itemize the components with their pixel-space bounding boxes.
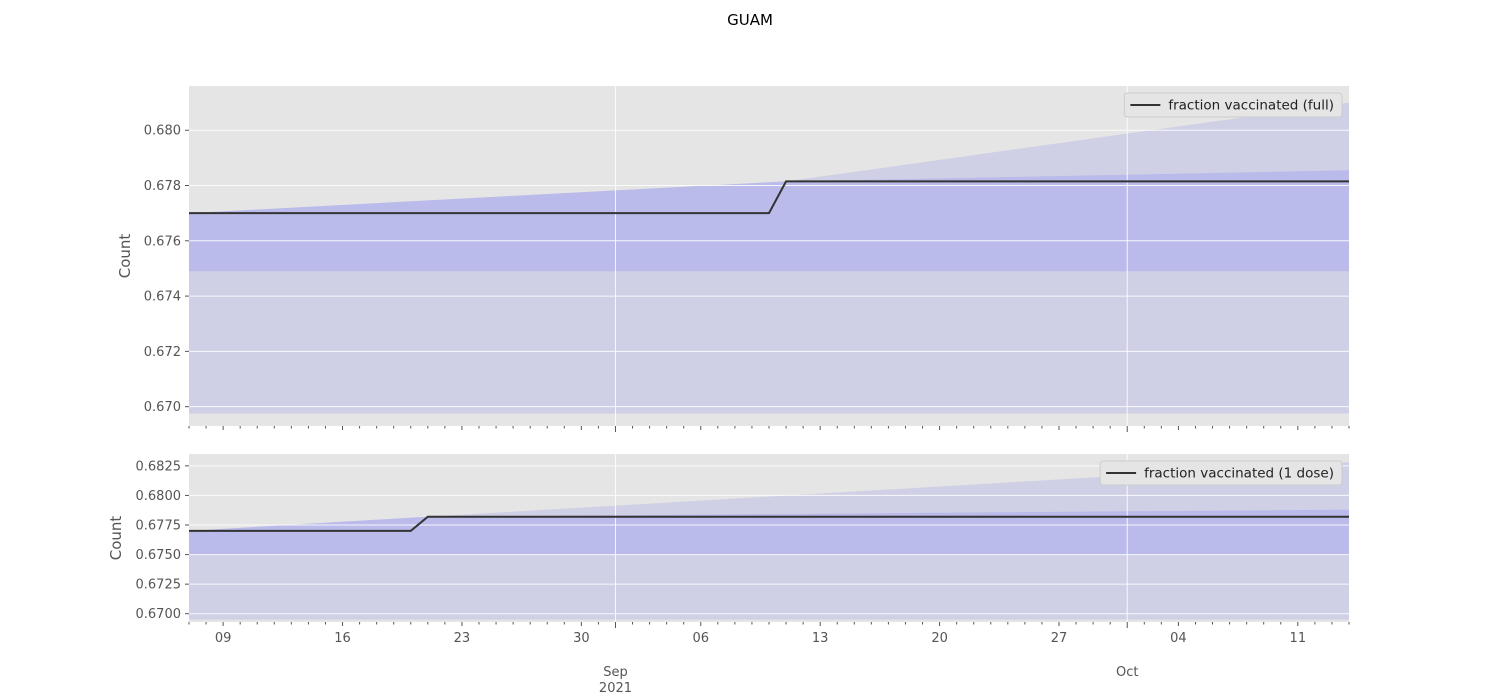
x-tick-label: 20 — [931, 631, 948, 646]
x-tick-label: 27 — [1051, 631, 1068, 646]
y-axis-label: Count — [107, 516, 125, 561]
y-tick-label: 0.6775 — [136, 518, 182, 533]
y-tick-label: 0.670 — [144, 400, 181, 415]
legend-label: fraction vaccinated (1 dose) — [1144, 466, 1334, 482]
y-tick-label: 0.680 — [144, 124, 181, 139]
legend: fraction vaccinated (full) — [1123, 92, 1343, 118]
x-tick-label: 06 — [692, 631, 709, 646]
y-tick-label: 0.672 — [144, 345, 181, 360]
x-major-tick-label: Sep — [603, 665, 628, 680]
x-tick-label: 09 — [215, 631, 232, 646]
y-tick-label: 0.6700 — [136, 607, 182, 622]
y-tick-label: 0.678 — [144, 179, 181, 194]
x-major-tick-label: 2021 — [599, 681, 632, 696]
y-axis-label: Count — [116, 234, 134, 279]
y-tick-label: 0.676 — [144, 234, 181, 249]
y-tick-label: 0.6725 — [136, 578, 182, 593]
x-tick-label: 13 — [812, 631, 829, 646]
uncertainty-band-inner — [189, 509, 1349, 555]
series-line — [189, 180, 1349, 215]
legend-label: fraction vaccinated (full) — [1168, 98, 1334, 114]
y-tick-label: 0.674 — [144, 290, 181, 305]
y-tick-label: 0.6800 — [136, 489, 182, 504]
x-major-tick-label: Oct — [1116, 665, 1138, 680]
x-tick-label: 11 — [1290, 631, 1307, 646]
legend: fraction vaccinated (1 dose) — [1099, 460, 1343, 486]
x-tick-label: 04 — [1170, 631, 1187, 646]
figure-title: GUAM — [727, 11, 773, 29]
y-tick-label: 0.6825 — [136, 459, 182, 474]
x-tick-label: 23 — [454, 631, 471, 646]
series-line — [189, 515, 1349, 532]
chart-panel-dose: 0.6700 0.6725 0.6750 0.6775 0.6800 0.6825 Coun… — [107, 454, 1349, 622]
uncertainty-band-inner — [189, 170, 1349, 272]
x-tick-label: 16 — [334, 631, 351, 646]
chart-panel-full: 0.670 0.672 0.674 0.676 0.678 0.680 Count fract… — [116, 86, 1349, 426]
y-tick-label: 0.6750 — [136, 548, 182, 563]
x-tick-label: 30 — [573, 631, 590, 646]
